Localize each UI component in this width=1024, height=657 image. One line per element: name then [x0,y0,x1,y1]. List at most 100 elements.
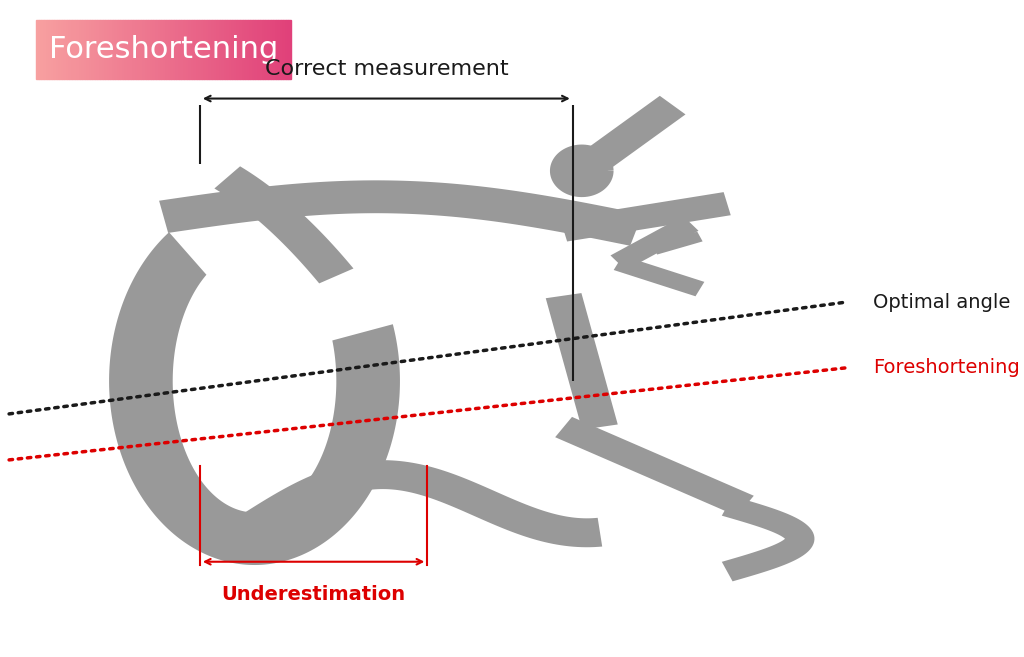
Text: Optimal angle: Optimal angle [872,293,1010,311]
Bar [97,20,100,79]
Bar [195,20,197,79]
Bar [258,20,260,79]
Polygon shape [550,145,613,197]
Bar [229,20,232,79]
Polygon shape [555,417,754,516]
Bar [265,20,268,79]
Bar [270,20,273,79]
Bar [273,20,275,79]
Bar [70,20,72,79]
Text: Foreshortening: Foreshortening [49,35,279,64]
Bar [61,20,65,79]
Polygon shape [551,96,685,193]
Bar [200,20,202,79]
Text: Correct measurement: Correct measurement [264,59,508,79]
Bar [44,20,46,79]
Bar [156,20,159,79]
Bar [286,20,289,79]
Bar [169,20,171,79]
Bar [159,20,161,79]
Bar [281,20,284,79]
Polygon shape [110,232,400,565]
Bar [186,20,189,79]
Bar [92,20,95,79]
Bar [174,20,176,79]
Text: Foreshortening: Foreshortening [872,359,1019,377]
Polygon shape [214,166,353,283]
Bar [123,20,126,79]
Polygon shape [610,216,698,270]
Bar [37,20,39,79]
Bar [217,20,219,79]
Bar [234,20,238,79]
Bar [255,20,258,79]
Bar [95,20,97,79]
Polygon shape [722,496,814,581]
Bar [59,20,61,79]
Polygon shape [613,256,705,296]
Bar [49,20,51,79]
Bar [100,20,102,79]
Bar [151,20,154,79]
Bar [197,20,200,79]
Bar [116,20,118,79]
Bar [143,20,145,79]
Bar [121,20,123,79]
Bar [207,20,210,79]
Bar [227,20,229,79]
Bar [191,20,195,79]
Bar [65,20,67,79]
Bar [87,20,90,79]
Bar [202,20,205,79]
Bar [75,20,77,79]
Bar [128,20,130,79]
Bar [275,20,279,79]
Bar [164,20,166,79]
Bar [145,20,148,79]
Bar [166,20,169,79]
Bar [210,20,212,79]
Bar [46,20,49,79]
Bar [54,20,56,79]
Bar [148,20,151,79]
Bar [161,20,164,79]
Bar [189,20,191,79]
Bar [263,20,265,79]
Bar [135,20,138,79]
Bar [113,20,116,79]
Bar [108,20,111,79]
Bar [179,20,181,79]
Bar [184,20,186,79]
Bar [248,20,250,79]
Bar [284,20,286,79]
Bar [245,20,248,79]
Bar [133,20,135,79]
Bar [222,20,224,79]
Polygon shape [651,232,702,254]
Bar [268,20,270,79]
Bar [260,20,263,79]
Bar [77,20,80,79]
Bar [181,20,184,79]
Bar [72,20,75,79]
Bar [176,20,179,79]
Bar [219,20,222,79]
Bar [102,20,105,79]
Text: Underestimation: Underestimation [221,585,406,604]
Polygon shape [159,180,642,246]
Bar [51,20,54,79]
Bar [90,20,92,79]
Bar [80,20,82,79]
Bar [82,20,85,79]
Bar [67,20,70,79]
Bar [212,20,214,79]
Bar [232,20,234,79]
Polygon shape [546,293,617,430]
Bar [105,20,108,79]
Bar [118,20,121,79]
Bar [224,20,227,79]
Bar [130,20,133,79]
Bar [253,20,255,79]
Bar [238,20,240,79]
Polygon shape [242,460,602,547]
